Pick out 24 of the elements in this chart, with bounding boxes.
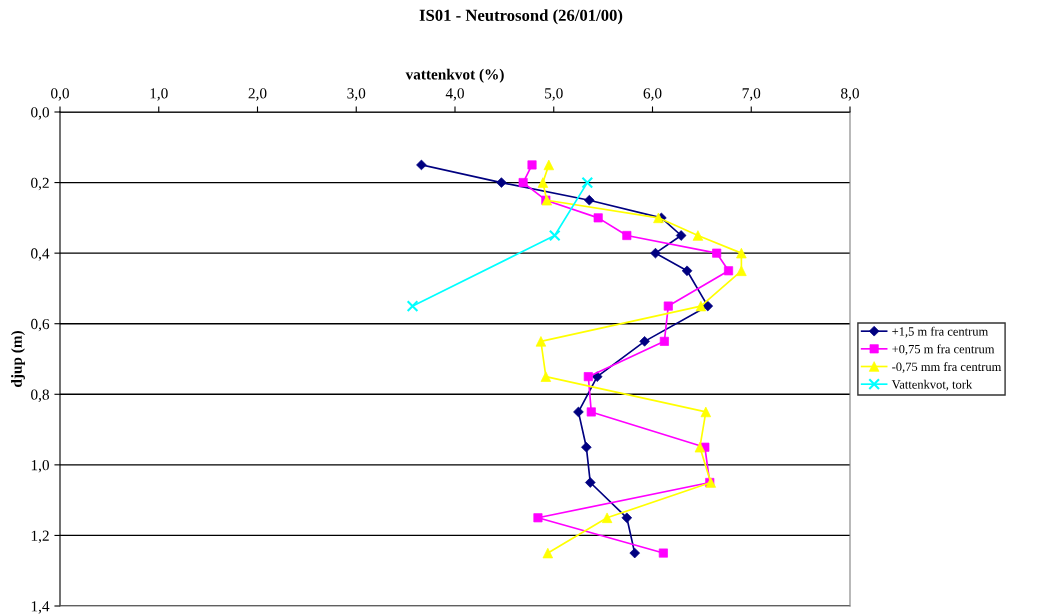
chart-title: IS01 - Neutrosond (26/01/00) <box>419 9 623 25</box>
x-tick-label: 1,0 <box>150 88 168 101</box>
x-axis-title: vattenkvot (%) <box>405 68 504 83</box>
x-tick-label: 0,0 <box>51 88 69 101</box>
x-tick-label: 3,0 <box>347 88 366 101</box>
legend-label: -0,75 mm fra centrum <box>892 362 1002 373</box>
y-tick-label: 0,2 <box>31 177 49 191</box>
legend-label: +1,5 m fra centrum <box>892 326 989 338</box>
y-tick-label: 1,4 <box>31 601 50 614</box>
y-tick-label: 0,6 <box>31 318 50 332</box>
x-tick-label: 4,0 <box>445 88 464 101</box>
y-tick-label: 0,8 <box>31 389 49 402</box>
y-axis-title: djup (m) <box>11 331 25 388</box>
legend-label: Vattenkvot, tork <box>891 379 973 391</box>
y-tick-label: 1,0 <box>31 460 49 473</box>
legend-label: +0,75 m fra centrum <box>892 344 995 356</box>
x-tick-label: 5,0 <box>545 88 563 101</box>
x-tick-label: 8,0 <box>841 88 859 101</box>
x-tick-label: 6,0 <box>643 88 662 101</box>
y-tick-label: 0,0 <box>31 107 49 120</box>
x-tick-label: 2,0 <box>248 88 267 101</box>
y-tick-label: 0,4 <box>31 248 50 261</box>
y-tick-label: 1,2 <box>31 530 49 544</box>
x-tick-label: 7,0 <box>742 88 761 101</box>
